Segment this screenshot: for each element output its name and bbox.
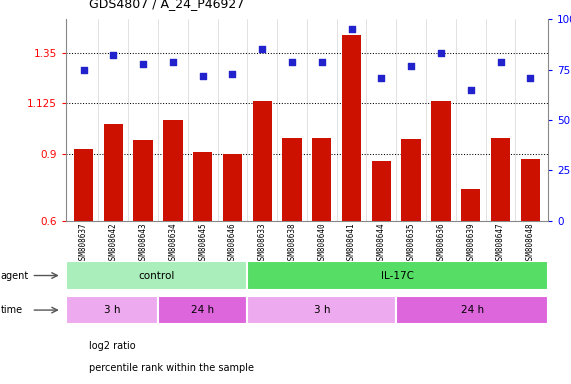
Bar <box>223 154 242 221</box>
Bar <box>247 296 396 324</box>
Text: agent: agent <box>1 270 29 281</box>
Bar <box>252 101 272 221</box>
Bar <box>396 296 548 324</box>
Text: 3 h: 3 h <box>103 305 120 315</box>
Point <box>377 74 386 81</box>
Point <box>139 61 148 67</box>
Point <box>168 58 178 65</box>
Bar <box>247 261 548 290</box>
Bar <box>342 35 361 221</box>
Bar <box>66 261 247 290</box>
Text: control: control <box>138 270 175 281</box>
Point <box>496 58 505 65</box>
Bar <box>491 138 510 221</box>
Point <box>347 26 356 32</box>
Bar <box>134 140 153 221</box>
Text: time: time <box>1 305 23 315</box>
Point <box>407 63 416 69</box>
Point <box>287 58 296 65</box>
Text: GDS4807 / A_24_P46927: GDS4807 / A_24_P46927 <box>89 0 244 10</box>
Point <box>526 74 535 81</box>
Text: 3 h: 3 h <box>313 305 330 315</box>
Text: IL-17C: IL-17C <box>381 270 414 281</box>
Bar <box>163 120 183 221</box>
Bar <box>158 296 247 324</box>
Bar <box>401 139 421 221</box>
Point <box>108 53 118 59</box>
Bar <box>282 138 301 221</box>
Point <box>79 66 88 73</box>
Point <box>198 73 207 79</box>
Point <box>258 46 267 53</box>
Point <box>466 87 475 93</box>
Text: 24 h: 24 h <box>461 305 484 315</box>
Bar <box>431 101 451 221</box>
Bar <box>521 159 540 221</box>
Point <box>317 58 327 65</box>
Point <box>436 50 445 56</box>
Point <box>228 71 237 77</box>
Bar <box>461 189 480 221</box>
Bar <box>66 296 158 324</box>
Text: percentile rank within the sample: percentile rank within the sample <box>89 363 254 373</box>
Bar <box>193 152 212 221</box>
Bar <box>372 161 391 221</box>
Text: log2 ratio: log2 ratio <box>89 341 135 351</box>
Bar <box>312 138 332 221</box>
Text: 24 h: 24 h <box>191 305 214 315</box>
Bar <box>74 149 93 221</box>
Bar <box>104 124 123 221</box>
